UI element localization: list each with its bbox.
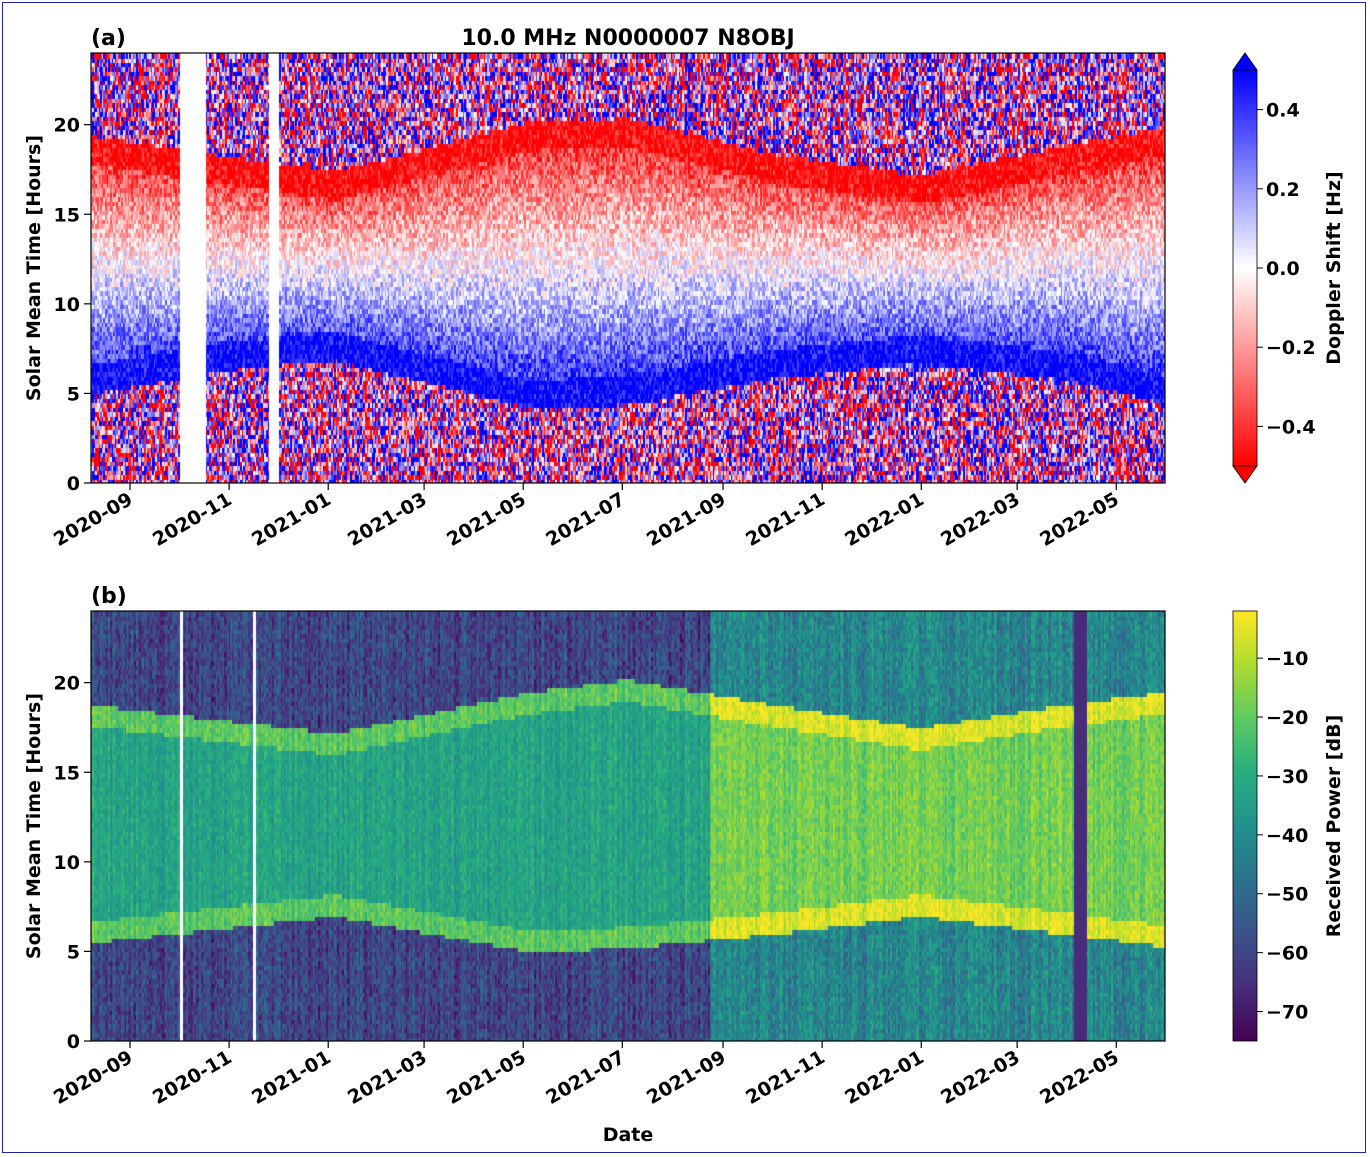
panel-a-axes-frame [90,52,1166,484]
panel-b-letter: (b) [91,584,127,609]
heatmap-image [91,611,1165,1041]
heatmap-image [91,53,1165,483]
colorbar-tick-label: −60 [1266,943,1308,965]
panel-a-y-ticks: 0 5 10 15 20 [54,115,91,495]
panel-a-letter: (a) [91,26,126,51]
y-tick-label: 5 [67,383,80,405]
panel-a-colorbar-ticks: −0.4 −0.2 0.0 0.2 0.4 [1257,100,1316,438]
colorbar-tick-label: −20 [1266,707,1308,729]
y-tick-label: 20 [54,115,80,137]
colorbar-tick-label: −50 [1266,884,1308,906]
x-tick-label: 2021-09 [643,1046,730,1109]
colorbar-tick-label: −0.2 [1266,337,1316,359]
panel-b-colorbar-label: Received Power [dB] [1323,715,1345,938]
x-tick-label: 2021-03 [344,1046,431,1109]
panel-b-colorbar-ticks: −10 −20 −30 −40 −50 −60 −70 [1257,648,1308,1024]
colorbar-tick-label: 0.2 [1266,179,1300,201]
x-tick-label: 2021-11 [742,1046,829,1109]
panel-b-heatmap [91,611,1165,1041]
y-tick-label: 10 [54,852,80,874]
colorbar-tick-label: −0.4 [1266,416,1316,438]
x-tick-label: 2022-05 [1036,488,1123,551]
x-tick-label: 2022-01 [841,488,928,551]
x-tick-label: 2021-09 [643,488,730,551]
x-tick-label: 2021-01 [248,488,335,551]
panel-a-title: 10.0 MHz N0000007 N8OBJ [461,26,794,51]
panel-a-colorbar [1232,69,1258,467]
colorbar-tick-label: −70 [1266,1002,1308,1024]
x-tick-label: 2021-03 [344,488,431,551]
colorbar-tick-label: −30 [1266,766,1308,788]
x-tick-label: 2021-07 [542,1046,629,1109]
x-tick-label: 2022-03 [937,1046,1024,1109]
x-tick-label: 2021-05 [443,488,530,551]
x-tick-label: 2020-09 [50,488,137,551]
y-tick-label: 0 [67,473,80,495]
panel-b-axes-frame [90,610,1166,1042]
panel-a-x-ticks: 2020-09 2020-11 2021-01 2021-03 2021-05 2021-… [50,483,1123,551]
x-tick-label: 2021-11 [742,488,829,551]
y-tick-label: 10 [54,294,80,316]
x-tick-label: 2022-05 [1036,1046,1123,1109]
x-tick-label: 2020-11 [149,1046,236,1109]
panel-b-y-ticks: 0 5 10 15 20 [54,673,91,1053]
x-tick-label: 2021-01 [248,1046,335,1109]
panel-b-x-axis-label: Date [603,1124,654,1146]
colorbar-tick-label: −40 [1266,825,1308,847]
x-tick-label: 2022-03 [937,488,1024,551]
panel-a-y-axis-label: Solar Mean Time [Hours] [23,135,45,401]
panel-a-colorbar-label: Doppler Shift [Hz] [1323,171,1345,364]
colorbar-tick-label: −10 [1266,648,1308,670]
y-tick-label: 5 [67,941,80,963]
colorbar-tick-label: 0.4 [1266,100,1300,122]
panel-a-colorbar-extend-min [1232,465,1258,484]
x-tick-label: 2020-11 [149,488,236,551]
panel-b-y-axis-label: Solar Mean Time [Hours] [23,693,45,959]
y-tick-label: 0 [67,1031,80,1053]
panel-a-heatmap [91,53,1165,483]
y-tick-label: 20 [54,673,80,695]
panel-b-x-ticks: 2020-09 2020-11 2021-01 2021-03 2021-05 2021-… [50,1041,1123,1109]
colorbar-tick-label: 0.0 [1266,258,1300,280]
x-tick-label: 2021-07 [542,488,629,551]
x-tick-label: 2021-05 [443,1046,530,1109]
panel-b-colorbar [1232,610,1258,1042]
x-tick-label: 2022-01 [841,1046,928,1109]
x-tick-label: 2020-09 [50,1046,137,1109]
y-tick-label: 15 [54,762,80,784]
y-tick-label: 15 [54,204,80,226]
panel-a-colorbar-extend-max [1232,52,1258,71]
